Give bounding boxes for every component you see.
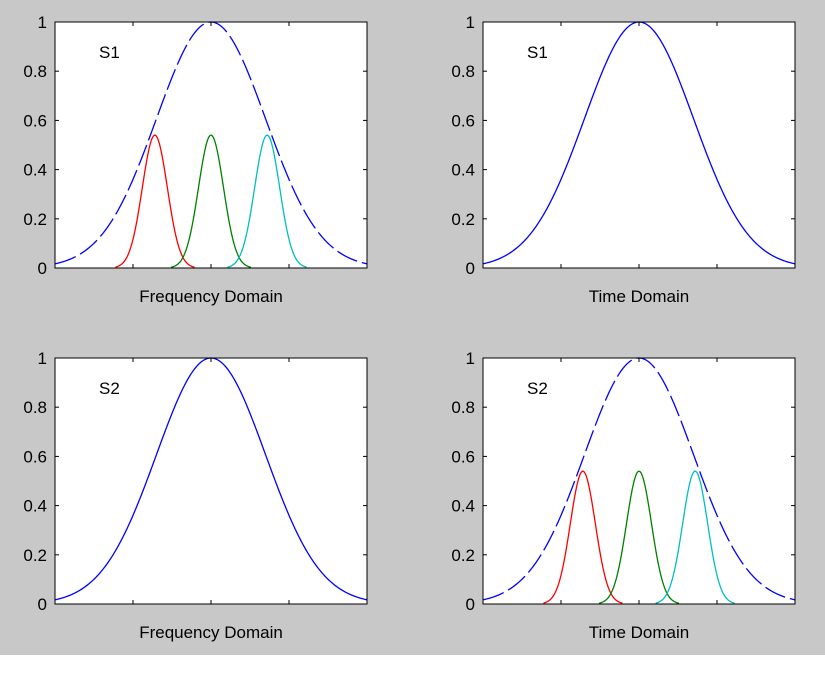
y-tick-label: 0.4 <box>451 161 475 180</box>
y-tick-label: 1 <box>466 349 475 368</box>
subplot-annotation: S2 <box>527 379 548 398</box>
y-tick-label: 0.4 <box>23 161 47 180</box>
subplot-bottom-left: 0 0.2 0.4 0.6 0.8 1 Frequency Domain S2 <box>23 349 368 642</box>
y-tick-label: 0.2 <box>451 546 475 565</box>
y-tick-label: 0.8 <box>23 398 47 417</box>
series-line-component-1 <box>115 134 195 268</box>
y-tick-label: 0 <box>38 259 47 278</box>
series-line-component-2 <box>598 470 680 604</box>
subplot-top-right: 0 0.2 0.4 0.6 0.8 1 Time Domain S1 <box>451 13 796 306</box>
y-tick-label: 0.6 <box>23 447 47 466</box>
y-tick-label: 0.6 <box>23 111 47 130</box>
y-tick-label: 0.8 <box>23 62 47 81</box>
x-axis-label: Frequency Domain <box>139 623 283 642</box>
series-line-component-3 <box>227 134 307 268</box>
y-tick-label: 0.2 <box>451 210 475 229</box>
subplot-annotation: S1 <box>99 43 120 62</box>
y-tick-label: 0.8 <box>451 62 475 81</box>
y-tick-label: 0.4 <box>23 497 47 516</box>
subplot-bottom-right: 0 0.2 0.4 0.6 0.8 1 Time Domain S2 <box>451 349 796 642</box>
y-tick-label: 1 <box>38 13 47 32</box>
y-tick-label: 1 <box>466 13 475 32</box>
y-tick-label: 0.4 <box>451 497 475 516</box>
y-tick-label: 0.6 <box>451 111 475 130</box>
y-tick-label: 0.2 <box>23 546 47 565</box>
subplot-annotation: S2 <box>99 379 120 398</box>
x-axis-label: Frequency Domain <box>139 287 283 306</box>
series-line-component-2 <box>170 134 252 268</box>
y-tick-label: 0 <box>38 595 47 614</box>
series-line-component-3 <box>655 470 735 604</box>
subplot-annotation: S1 <box>527 43 548 62</box>
y-tick-label: 0.2 <box>23 210 47 229</box>
y-tick-label: 0.8 <box>451 398 475 417</box>
y-tick-label: 0 <box>466 259 475 278</box>
x-axis-label: Time Domain <box>589 623 689 642</box>
series-line-component-1 <box>543 470 623 604</box>
y-tick-label: 0.6 <box>451 447 475 466</box>
y-tick-label: 0 <box>466 595 475 614</box>
subplot-top-left: 0 0.2 0.4 0.6 0.8 1 Frequency Domain S1 <box>23 13 368 306</box>
y-tick-label: 1 <box>38 349 47 368</box>
x-axis-label: Time Domain <box>589 287 689 306</box>
